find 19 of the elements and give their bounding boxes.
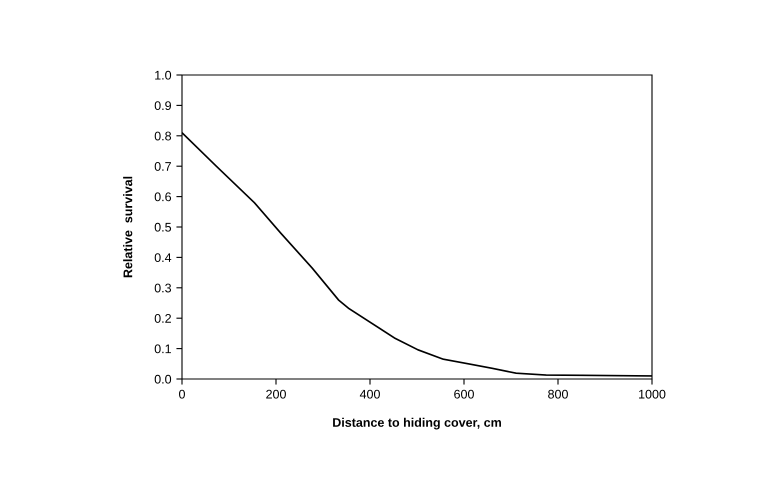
y-tick-label: 0.7: [154, 162, 171, 171]
x-tick-label: 200: [266, 390, 286, 399]
x-tick-label: 1000: [639, 390, 666, 399]
x-tick-label: 400: [360, 390, 380, 399]
x-tick-label: 0: [179, 390, 185, 399]
x-tick-label: 800: [548, 390, 568, 399]
y-tick-label: 1.0: [155, 70, 172, 80]
y-tick-label: 0.1: [154, 344, 171, 354]
y-tick-label: 0.0: [154, 374, 172, 384]
y-axis-title: Relative survival: [123, 176, 132, 278]
y-tick-label: 0.9: [154, 101, 171, 110]
y-tick-label: 0.2: [154, 314, 171, 323]
y-tick-label: 0.4: [154, 253, 172, 262]
y-tick-label: 0.6: [154, 192, 172, 202]
x-axis-title: Distance to hiding cover, cm: [333, 418, 501, 430]
y-tick-label: 0.3: [154, 284, 172, 292]
y-tick-label: 0.8: [154, 132, 172, 140]
y-tick-label: 0.5: [154, 222, 172, 232]
x-tick-label: 600: [454, 390, 474, 399]
